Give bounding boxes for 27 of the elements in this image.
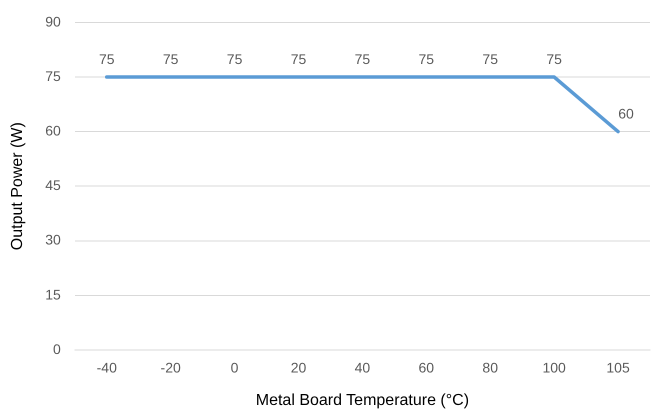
x-tick-label: -20 [160, 359, 181, 376]
data-label: 75 [546, 50, 562, 67]
data-label: 75 [354, 50, 370, 67]
data-label: 75 [162, 50, 179, 67]
x-tick-label: 100 [542, 359, 566, 376]
x-tick-label: 60 [418, 359, 434, 376]
x-tick-label: 20 [290, 359, 306, 376]
x-axis-title: Metal Board Temperature (°C) [256, 392, 470, 409]
data-label: 75 [226, 50, 243, 67]
x-tick-label: 80 [482, 359, 498, 376]
data-label: 75 [98, 50, 115, 67]
x-tick-label: 40 [354, 359, 370, 376]
y-tick-label: 15 [45, 286, 61, 302]
x-tick-label: 0 [230, 359, 239, 376]
data-label: 60 [618, 105, 634, 122]
y-tick-label: 60 [45, 122, 61, 138]
y-tick-label: 45 [45, 177, 61, 194]
data-label: 75 [290, 50, 306, 67]
y-tick-label: 30 [45, 232, 61, 248]
x-tick-label: 105 [606, 359, 630, 376]
x-tick-label: -40 [96, 359, 118, 376]
y-tick-label: 0 [52, 340, 61, 357]
y-tick-label: 75 [45, 68, 61, 84]
data-label: 75 [482, 50, 498, 67]
y-axis-title: Output Power (W) [9, 122, 26, 250]
y-tick-label: 90 [45, 13, 61, 30]
data-label: 75 [418, 50, 434, 67]
